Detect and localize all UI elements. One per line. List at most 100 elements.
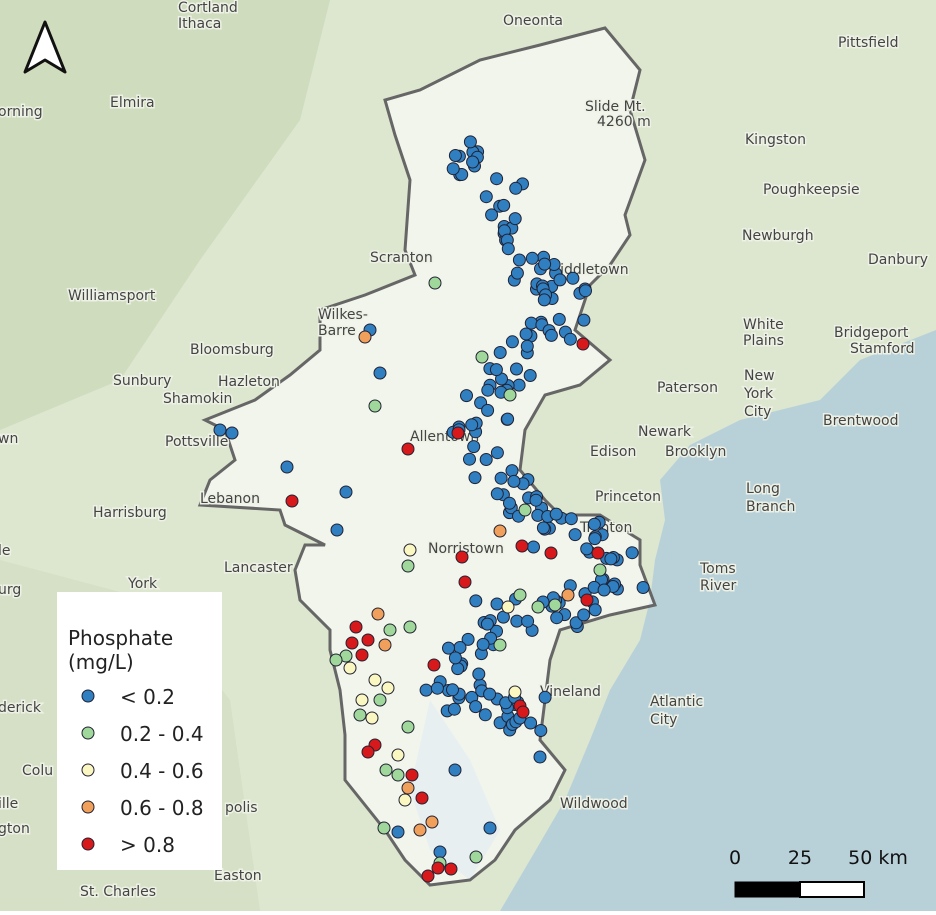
sample-point (448, 763, 462, 777)
sample-point (509, 181, 523, 195)
sample-point (349, 620, 363, 634)
sample-point (536, 521, 550, 535)
place-label: River (700, 578, 737, 594)
sample-point (597, 583, 611, 597)
sample-point (383, 623, 397, 637)
sample-point (510, 362, 523, 376)
sample-point (401, 720, 415, 734)
place-label: polis (225, 800, 258, 816)
sample-point (373, 693, 387, 707)
sample-point (448, 651, 462, 665)
sample-point (425, 815, 439, 829)
place-label: Newark (638, 424, 692, 440)
place-label: derick (0, 700, 42, 716)
place-label: City (744, 404, 771, 420)
sample-point (463, 452, 476, 466)
place-label: Cortland (178, 0, 238, 16)
sample-point (461, 632, 475, 646)
sample-point (538, 257, 552, 271)
sample-point (501, 600, 515, 614)
sample-point (510, 266, 524, 280)
sample-point (549, 507, 563, 521)
sample-point (625, 546, 639, 560)
sample-point (430, 681, 444, 695)
sample-point (427, 658, 441, 672)
place-label: Danbury (868, 252, 928, 268)
sample-point (501, 412, 515, 426)
legend-label: > 0.8 (120, 833, 175, 857)
sample-point (401, 781, 415, 795)
sample-point (483, 821, 497, 835)
legend-swatch (81, 837, 95, 851)
sample-point (377, 821, 391, 835)
place-label: White (743, 317, 784, 333)
place-label: Hazleton (218, 374, 280, 390)
place-label: Branch (746, 499, 795, 515)
sample-point (365, 711, 379, 725)
sample-point (401, 442, 415, 456)
legend-title: Phosphate (68, 626, 173, 650)
legend-swatch (81, 763, 95, 777)
sample-point (391, 768, 405, 782)
sample-point (588, 603, 602, 617)
place-label: Lebanon (200, 491, 260, 507)
sample-point (553, 273, 567, 287)
sample-points (213, 135, 650, 883)
sample-point (478, 708, 492, 722)
sample-point (490, 172, 504, 186)
place-label: Brentwood (823, 413, 899, 429)
sample-point (446, 162, 460, 176)
place-label: Harrisburg (93, 505, 167, 521)
sample-point (469, 850, 483, 864)
sample-point (391, 825, 405, 839)
sample-point (537, 293, 551, 307)
scale-label: 0 (729, 847, 741, 869)
place-label: Wilkes- (318, 307, 368, 323)
place-label: Poughkeepsie (763, 182, 860, 198)
scale-label: 50 km (848, 847, 908, 869)
place-label: ille (0, 796, 18, 812)
sample-point (508, 212, 522, 226)
sample-point (403, 620, 417, 634)
sample-point (512, 253, 526, 267)
sample-point (368, 399, 382, 413)
sample-point (524, 316, 538, 330)
place-label: Brooklyn (665, 444, 726, 460)
sample-point (483, 687, 497, 701)
sample-point (329, 653, 343, 667)
legend-label: < 0.2 (120, 685, 175, 709)
sample-point (527, 540, 540, 554)
sample-point (577, 313, 591, 327)
sample-point (520, 339, 534, 353)
sample-point (467, 440, 481, 454)
sample-point (330, 523, 344, 537)
sample-point (361, 745, 375, 759)
sample-point (576, 337, 590, 351)
scale-segment (734, 881, 801, 898)
sample-point (381, 681, 395, 695)
sample-point (466, 155, 480, 169)
legend-label: 0.2 - 0.4 (120, 722, 204, 746)
sample-point (579, 284, 592, 298)
place-label: wn (0, 431, 18, 447)
sample-point (419, 683, 433, 697)
sample-point (463, 135, 477, 149)
sample-point (353, 708, 367, 722)
sample-point (550, 611, 564, 625)
place-label: St. Charles (80, 884, 156, 900)
sample-point (451, 662, 465, 676)
place-label: Colu (22, 763, 53, 779)
sample-point (391, 748, 405, 762)
sample-point (444, 862, 458, 876)
sample-point (480, 617, 494, 631)
sample-point (368, 673, 382, 687)
sample-point (431, 861, 445, 875)
sample-point (490, 487, 504, 501)
sample-point (401, 559, 415, 573)
scale-segment (799, 881, 865, 898)
sample-point (593, 563, 607, 577)
place-label: Stamford (850, 341, 914, 357)
place-label: Bridgeport (834, 325, 909, 341)
north-arrow-shape (23, 20, 67, 74)
